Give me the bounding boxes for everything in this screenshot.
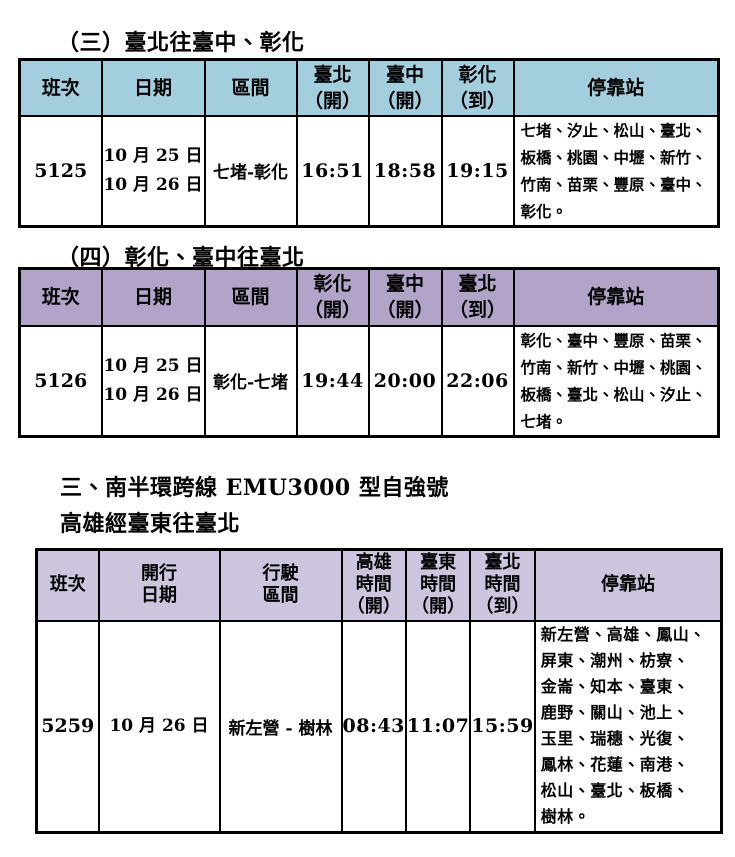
cell-dates: 10 月 25 日 10 月 26 日 bbox=[100, 114, 206, 227]
cell-dep-1: 19:44 bbox=[295, 324, 370, 437]
table3-header: 班次 開行 日期 行駛 區間 高雄 時間 （開） 臺東 時間 （開） 臺北 時間… bbox=[35, 548, 723, 622]
cell-dep-1: 16:51 bbox=[295, 114, 370, 227]
cell-dep-2: 11:07 bbox=[404, 619, 472, 834]
header-route: 區間 bbox=[203, 58, 298, 117]
cell-train-no: 5126 bbox=[18, 324, 103, 437]
cell-dates: 10 月 26 日 bbox=[97, 619, 221, 834]
cell-arr: 22:06 bbox=[440, 324, 515, 437]
cell-arr: 15:59 bbox=[469, 619, 536, 834]
table-row: 5125 10 月 25 日 10 月 26 日 七堵-彰化 16:51 18:… bbox=[18, 114, 720, 227]
header-date: 日期 bbox=[100, 267, 206, 327]
header-dep-1: 彰化 （開） bbox=[295, 267, 370, 327]
header-dep-2: 臺東 時間 （開） bbox=[404, 548, 472, 622]
header-date: 日期 bbox=[100, 58, 206, 117]
cell-dep-1: 08:43 bbox=[340, 619, 407, 834]
header-dep-1: 高雄 時間 （開） bbox=[340, 548, 407, 622]
cell-arr: 19:15 bbox=[440, 114, 515, 227]
header-date: 開行 日期 bbox=[97, 548, 221, 622]
table-kaohsiung-via-taitung-to-taipei: 班次 開行 日期 行駛 區間 高雄 時間 （開） 臺東 時間 （開） 臺北 時間… bbox=[35, 548, 724, 834]
header-train-no: 班次 bbox=[35, 548, 100, 622]
header-stops: 停靠站 bbox=[512, 267, 720, 327]
table-changhua-to-taipei: 班次 日期 區間 彰化 （開） 臺中 （開） 臺北 （到） 停靠站 5126 1… bbox=[18, 267, 720, 438]
cell-route: 新左營 - 樹林 bbox=[218, 619, 343, 834]
table-row: 5126 10 月 25 日 10 月 26 日 彰化-七堵 19:44 20:… bbox=[18, 324, 720, 437]
header-train-no: 班次 bbox=[18, 58, 103, 117]
header-train-no: 班次 bbox=[18, 267, 103, 327]
table-row: 5259 10 月 26 日 新左營 - 樹林 08:43 11:07 15:5… bbox=[35, 619, 723, 834]
header-arr: 彰化 （到） bbox=[440, 58, 515, 117]
header-route: 行駛 區間 bbox=[218, 548, 343, 622]
section5-heading: 三、南半環跨線 EMU3000 型自強號 bbox=[60, 475, 449, 501]
cell-dep-2: 20:00 bbox=[367, 324, 443, 437]
table1-header: 班次 日期 區間 臺北 （開） 臺中 （開） 彰化 （到） 停靠站 bbox=[18, 58, 720, 117]
header-stops: 停靠站 bbox=[533, 548, 723, 622]
cell-train-no: 5125 bbox=[18, 114, 103, 227]
cell-dep-2: 18:58 bbox=[367, 114, 443, 227]
cell-route: 彰化-七堵 bbox=[203, 324, 298, 437]
header-dep-1: 臺北 （開） bbox=[295, 58, 370, 117]
table2-header: 班次 日期 區間 彰化 （開） 臺中 （開） 臺北 （到） 停靠站 bbox=[18, 267, 720, 327]
cell-stops: 新左營、高雄、鳳山、 屏東、潮州、枋寮、 金崙、知本、臺東、 鹿野、關山、池上、… bbox=[533, 619, 723, 834]
section3-title: （三）臺北往臺中、彰化 bbox=[57, 30, 305, 56]
section4-title: （四）彰化、臺中往臺北 bbox=[57, 245, 305, 271]
cell-train-no: 5259 bbox=[35, 619, 100, 834]
cell-stops: 彰化、臺中、豐原、苗栗、 竹南、新竹、中壢、桃園、 板橋、臺北、松山、汐止、 七… bbox=[512, 324, 720, 437]
header-stops: 停靠站 bbox=[512, 58, 720, 117]
header-dep-2: 臺中 （開） bbox=[367, 267, 443, 327]
cell-dates: 10 月 25 日 10 月 26 日 bbox=[100, 324, 206, 437]
header-arr: 臺北 （到） bbox=[440, 267, 515, 327]
header-arr: 臺北 時間 （到） bbox=[469, 548, 536, 622]
table-taipei-to-changhua: 班次 日期 區間 臺北 （開） 臺中 （開） 彰化 （到） 停靠站 5125 1… bbox=[18, 58, 720, 228]
header-dep-2: 臺中 （開） bbox=[367, 58, 443, 117]
header-route: 區間 bbox=[203, 267, 298, 327]
cell-stops: 七堵、汐止、松山、臺北、 板橋、桃園、中壢、新竹、 竹南、苗栗、豐原、臺中、 彰… bbox=[512, 114, 720, 227]
section5-subheading: 高雄經臺東往臺北 bbox=[60, 511, 241, 537]
cell-route: 七堵-彰化 bbox=[203, 114, 298, 227]
